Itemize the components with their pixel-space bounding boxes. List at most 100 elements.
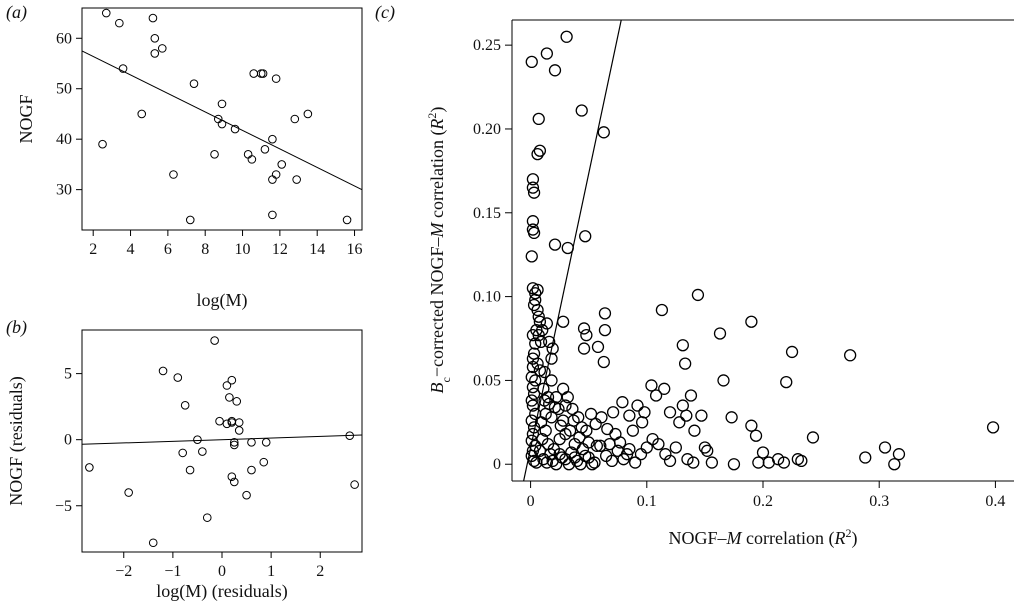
panel-a-point: [137, 109, 147, 119]
panel-a-point: [217, 119, 227, 129]
panel-a-point: [213, 114, 223, 124]
panel-c-point: [609, 427, 622, 441]
panel-a-x-tick-label: 6: [164, 241, 172, 258]
panel-b-points: [85, 336, 359, 548]
panel-c-point: [658, 382, 671, 395]
panel-b-y-tick-label: −5: [55, 498, 72, 515]
panel-c-x-tick-label: 0.1: [637, 493, 657, 510]
panel-c-point: [892, 448, 906, 461]
panel-b-point: [215, 416, 224, 426]
panel-c-point: [548, 238, 562, 251]
panel-c-point: [649, 389, 663, 402]
panel-c-point: [545, 352, 558, 365]
panel-a-point: [277, 160, 287, 169]
panel-c-point: [663, 454, 677, 468]
panel-a-point: [169, 170, 178, 179]
panel-c-y-tick-label: 0.20: [473, 121, 501, 138]
panel-c-point: [634, 448, 648, 461]
panel-c-point: [527, 186, 541, 199]
panel-label-c: (c): [375, 2, 395, 23]
panel-c-point: [545, 411, 558, 424]
panel-c-point: [620, 448, 634, 461]
panel-c-x-label: NOGF–M correlation (R2): [669, 526, 858, 549]
panel-a-point: [290, 114, 300, 124]
panel-b-y-label: NOGF (residuals): [6, 376, 27, 505]
panel-c-y-label: Bc−corrected NOGF–M correlation (R2): [425, 107, 453, 394]
panel-c-x-axis: 0 0.1 0.2 0.3 0.4: [527, 481, 1005, 510]
panel-c-point: [717, 374, 730, 387]
panel-c-y-tick-label: 0: [493, 456, 501, 473]
panel-c-point: [597, 355, 610, 369]
panel-c-point: [888, 458, 901, 471]
panel-c-point: [986, 421, 1000, 434]
panel-c-point: [635, 416, 649, 429]
panel-c-point: [526, 329, 540, 342]
panel-b-x-tick-label: −1: [164, 563, 181, 580]
panel-a-point: [150, 33, 160, 43]
panel-label-a: (a): [6, 2, 27, 23]
panel-c-point: [687, 456, 700, 469]
panel-c-point: [577, 322, 591, 335]
panel-c-point: [878, 441, 892, 454]
panel-a-x-axis: 2 4 6 8 10 12 14 16: [89, 230, 363, 258]
panel-b-point: [229, 440, 239, 450]
panel-c-point: [527, 454, 541, 468]
panel-a-point: [268, 134, 277, 144]
panel-c-point: [777, 456, 791, 469]
panel-c-point: [567, 414, 580, 427]
panel-c-point: [584, 407, 598, 421]
panel-c-point: [582, 436, 595, 449]
panel-c-point: [554, 419, 567, 432]
panel-c-point: [543, 335, 556, 349]
panel-c-point: [579, 449, 592, 463]
panel-c-point: [601, 422, 614, 436]
panel-c-point: [540, 317, 554, 330]
panel-c-point: [533, 444, 547, 457]
panel-b-point: [229, 438, 239, 447]
panel-a-frame: [81, 7, 363, 231]
panel-c-point: [659, 448, 672, 461]
panel-b-point: [185, 465, 195, 475]
panel-c-point: [725, 411, 738, 424]
panel-c-point: [527, 387, 541, 400]
panel-c-point: [606, 406, 620, 419]
panel-a-point: [292, 175, 301, 184]
panel-c-point: [540, 47, 554, 60]
panel-c-point: [538, 365, 551, 379]
panel-a-point: [303, 109, 313, 119]
panel-a-point: [256, 69, 266, 78]
panel-b-x-tick-label: 1: [267, 563, 275, 580]
panel-b-point: [242, 490, 251, 500]
panel-a-point: [185, 215, 195, 225]
panel-b-point: [85, 463, 94, 472]
panel-a-y-tick-label: 40: [56, 131, 72, 148]
panel-b-point: [202, 513, 212, 522]
panel-c-point: [638, 406, 651, 419]
panel-c-point: [577, 342, 591, 355]
panel-b-point: [234, 418, 244, 427]
panel-c-point: [590, 439, 603, 452]
panel-c-point: [701, 444, 714, 457]
panel-c-point: [534, 416, 548, 429]
panel-c-point: [525, 250, 538, 263]
panel-c-point: [527, 226, 541, 240]
panel-b-x-tick-label: 0: [218, 563, 226, 580]
panel-c-point: [588, 456, 601, 469]
panel-c-point: [691, 288, 705, 302]
panel-c-x-tick-label: 0.2: [753, 493, 773, 510]
panel-b-x-tick-label: 2: [316, 563, 324, 580]
panel-c-point: [536, 323, 549, 337]
panel-c-point: [684, 389, 698, 402]
panel-c-point: [678, 357, 692, 370]
panel-c-point: [785, 345, 799, 359]
panel-c-x-tick-label: 0.4: [985, 493, 1005, 510]
panel-c-point: [727, 458, 741, 471]
panel-c-point: [525, 55, 538, 69]
panel-c-point: [526, 173, 540, 186]
panel-c-point: [525, 414, 538, 427]
panel-b-point: [247, 438, 256, 447]
panel-b-point: [180, 401, 190, 410]
panel-a-y-label: NOGF: [16, 94, 36, 143]
panel-c-x-tick-label: 0: [527, 493, 535, 510]
